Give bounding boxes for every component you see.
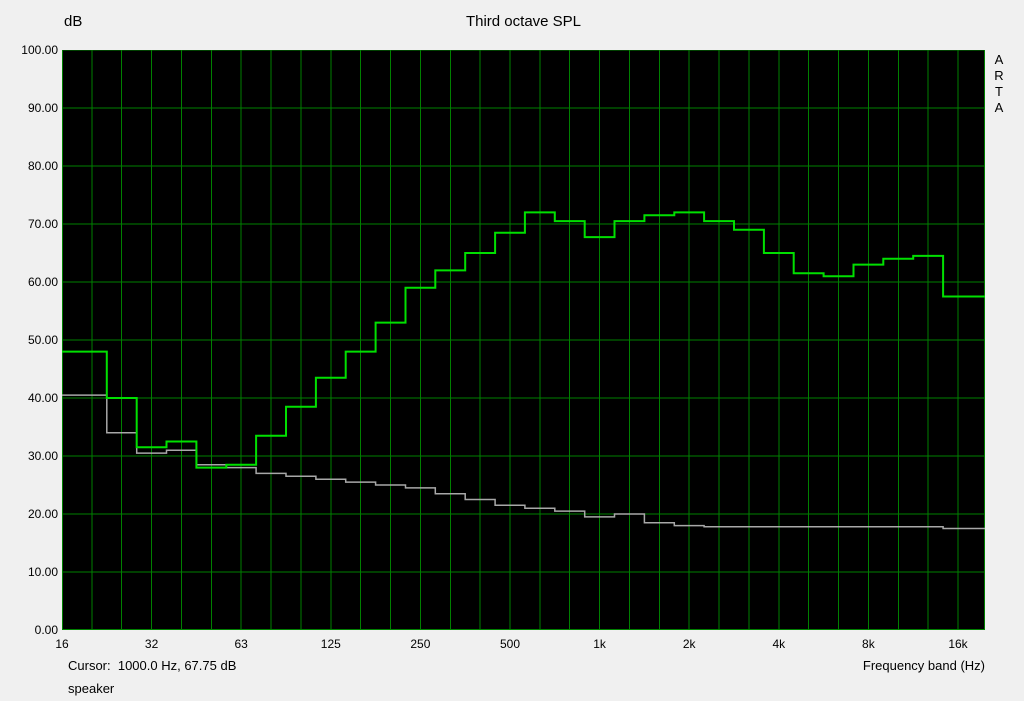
- y-tick-label: 70.00: [27, 217, 58, 231]
- brand-letter: T: [995, 84, 1003, 99]
- cursor-readout: Cursor: 1000.0 Hz, 67.75 dB: [68, 658, 237, 673]
- x-tick-label: 8k: [862, 637, 875, 651]
- x-tick-label: 16k: [948, 637, 968, 651]
- y-tick-label: 20.00: [27, 507, 58, 521]
- y-tick-label: 60.00: [27, 275, 58, 289]
- brand-letter: A: [994, 100, 1004, 115]
- x-tick-label: 125: [320, 637, 341, 651]
- spl-chart: [62, 49, 985, 630]
- chart-title: Third octave SPL: [465, 13, 582, 30]
- x-tick-label: 500: [499, 637, 521, 651]
- brand-letter: A: [994, 52, 1004, 67]
- plot-area[interactable]: [62, 49, 985, 630]
- y-tick-label: 50.00: [27, 333, 58, 347]
- x-tick-label: 250: [410, 637, 431, 651]
- x-tick-label: 63: [234, 637, 248, 651]
- brand-letter: R: [994, 68, 1004, 83]
- y-tick-label: 30.00: [27, 449, 58, 463]
- y-axis-unit-label: dB: [64, 13, 83, 30]
- y-tick-label: 100.00: [21, 43, 58, 57]
- x-tick-label: 32: [144, 637, 159, 651]
- x-axis-title: Frequency band (Hz): [862, 658, 985, 673]
- y-tick-label: 10.00: [27, 565, 58, 579]
- y-axis-tick-labels: 100.00 90.00 80.00 70.00 60.00 50.00 40.00 30.0…: [0, 0, 58, 701]
- signal-name-label: speaker: [68, 681, 115, 696]
- series-noise-floor: [62, 394, 985, 530]
- y-tick-label: 90.00: [27, 101, 58, 115]
- x-tick-label: 1k: [593, 637, 606, 651]
- y-tick-label: 80.00: [27, 159, 58, 173]
- y-tick-label: 0.00: [34, 623, 58, 637]
- y-tick-label: 40.00: [27, 391, 58, 405]
- series-speaker: [62, 211, 985, 469]
- x-tick-label: 4k: [772, 637, 786, 651]
- x-tick-label: 2k: [682, 637, 696, 651]
